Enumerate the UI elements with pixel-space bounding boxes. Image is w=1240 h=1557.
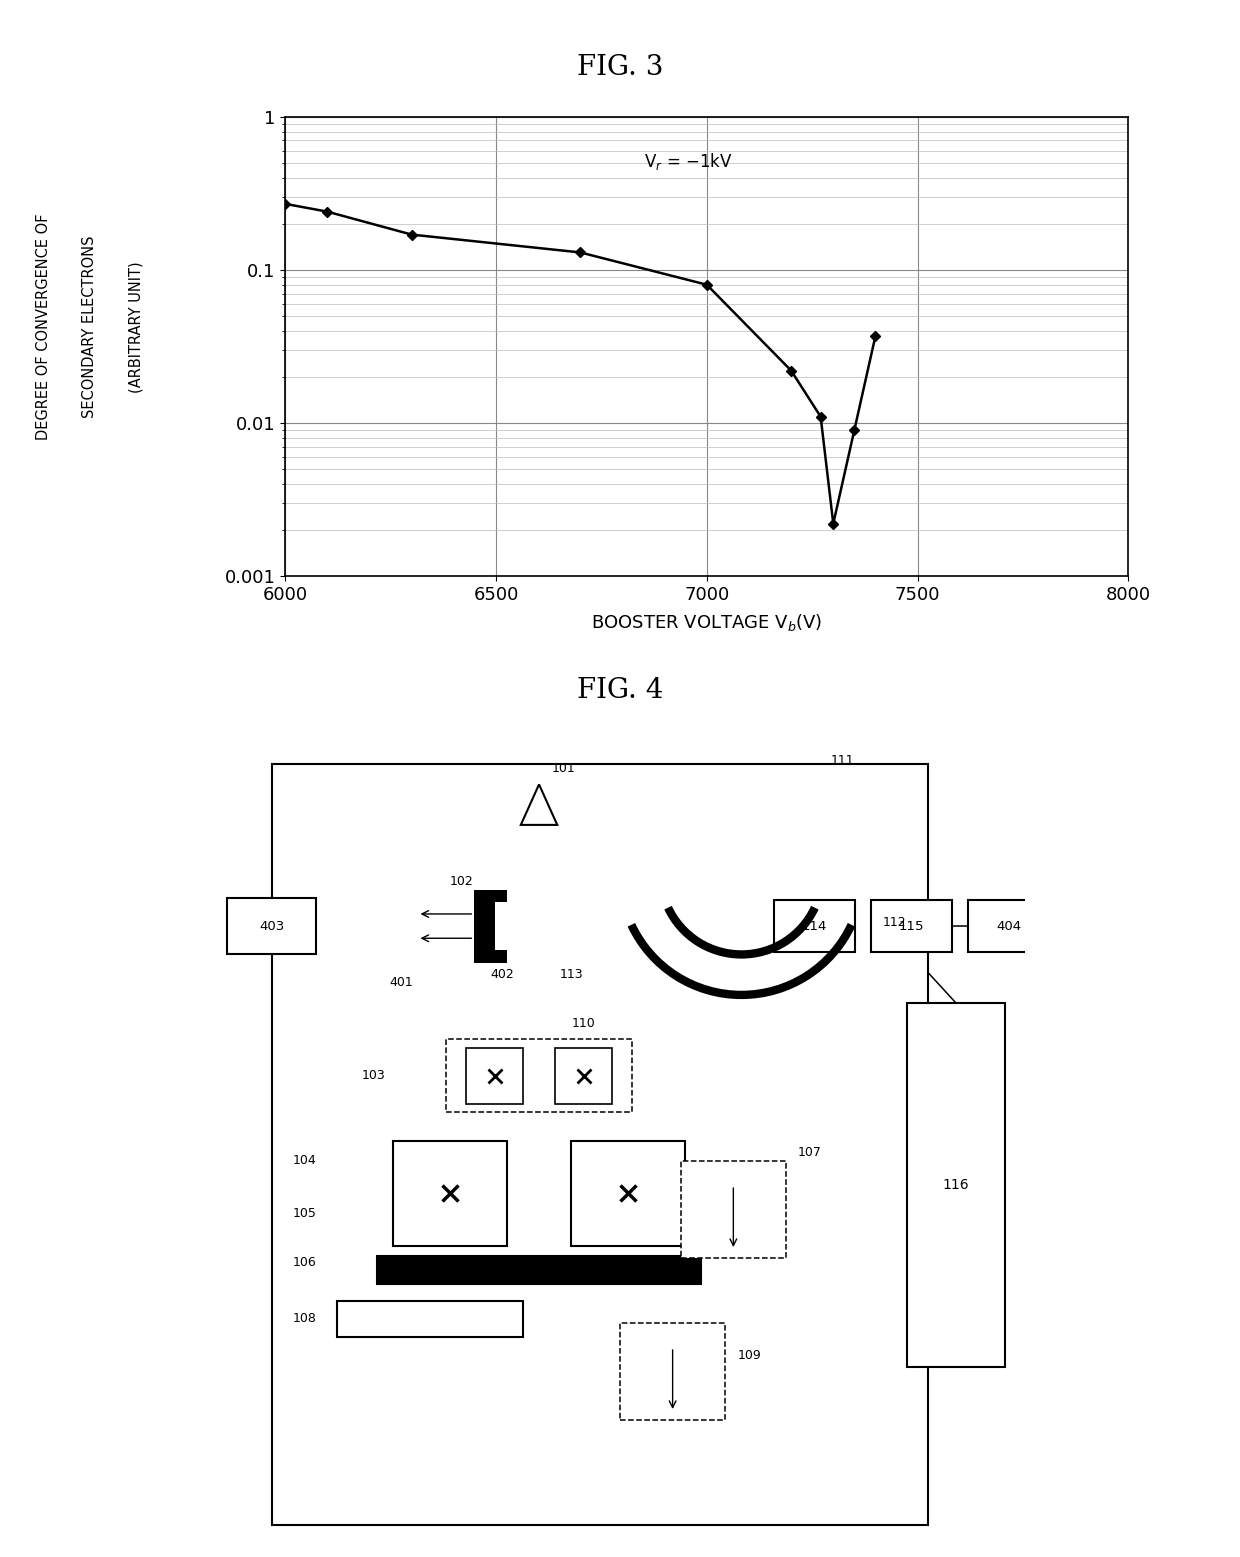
- Text: 108: 108: [293, 1313, 316, 1325]
- Text: FIG. 3: FIG. 3: [577, 54, 663, 81]
- Text: 107: 107: [799, 1146, 822, 1160]
- Text: 115: 115: [899, 920, 924, 933]
- Bar: [870, 900, 952, 953]
- Text: 104: 104: [293, 1154, 316, 1168]
- Text: 401: 401: [389, 976, 413, 989]
- Text: 116: 116: [942, 1179, 970, 1193]
- Text: 404: 404: [996, 920, 1022, 933]
- Text: 113: 113: [559, 968, 583, 981]
- Bar: [377, 1256, 701, 1285]
- Bar: [474, 889, 507, 962]
- Bar: [774, 900, 854, 953]
- Text: SECONDARY ELECTRONS: SECONDARY ELECTRONS: [82, 235, 97, 419]
- Text: 112: 112: [883, 916, 906, 928]
- Text: (ARBITRARY UNIT): (ARBITRARY UNIT): [129, 262, 144, 392]
- Text: 102: 102: [450, 875, 474, 887]
- Text: 101: 101: [552, 761, 575, 775]
- Bar: [393, 1141, 507, 1246]
- Text: 114: 114: [801, 920, 827, 933]
- Bar: [620, 1323, 725, 1420]
- Bar: [446, 1040, 632, 1112]
- Bar: [227, 898, 316, 954]
- Text: 402: 402: [491, 968, 515, 981]
- Bar: [495, 902, 507, 950]
- Bar: [908, 1003, 1004, 1367]
- Text: DEGREE OF CONVERGENCE OF: DEGREE OF CONVERGENCE OF: [36, 213, 51, 441]
- X-axis label: BOOSTER VOLTAGE V$_b$(V): BOOSTER VOLTAGE V$_b$(V): [591, 612, 822, 634]
- Bar: [572, 1141, 684, 1246]
- Text: V$_r$ = −1kV: V$_r$ = −1kV: [644, 151, 733, 171]
- Text: 103: 103: [361, 1070, 384, 1082]
- Bar: [968, 900, 1049, 953]
- Text: 403: 403: [259, 920, 284, 933]
- Bar: [556, 1048, 611, 1104]
- Bar: [466, 1048, 523, 1104]
- Bar: [336, 1300, 523, 1337]
- Bar: [681, 1162, 786, 1258]
- Bar: [272, 764, 928, 1526]
- Text: 109: 109: [738, 1348, 761, 1362]
- Text: 106: 106: [293, 1255, 316, 1269]
- Text: 105: 105: [293, 1207, 316, 1221]
- Text: 111: 111: [831, 754, 854, 766]
- Text: FIG. 4: FIG. 4: [577, 677, 663, 704]
- Text: 110: 110: [572, 1017, 595, 1029]
